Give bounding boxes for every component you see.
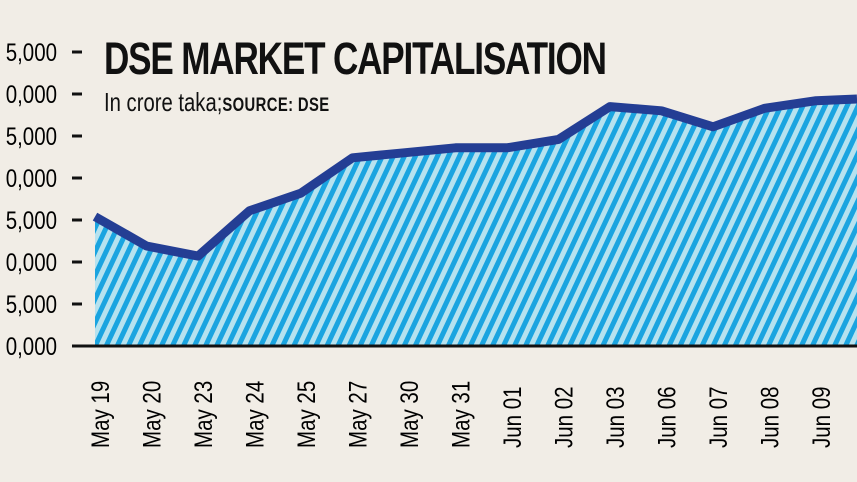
chart-subtitle: In crore taka;SOURCE: DSE	[104, 87, 330, 121]
area-fill	[95, 99, 857, 346]
x-tick-label: Jun 03	[601, 386, 629, 448]
x-tick-label: May 24	[241, 381, 269, 448]
y-tick-label: 0,000	[6, 80, 57, 108]
x-tick-label: May 25	[292, 381, 320, 448]
x-tick-label: May 23	[189, 381, 217, 448]
x-tick-label: Jun 08	[756, 386, 784, 448]
x-tick-label: Jun 09	[807, 386, 835, 448]
x-tick-label: May 20	[138, 381, 166, 448]
y-tick-label: 5,000	[6, 290, 57, 318]
y-tick-label: 5,000	[6, 122, 57, 150]
chart-title: DSE MARKET CAPITALISATION	[104, 33, 607, 84]
y-tick-label: 0,000	[6, 248, 57, 276]
x-tick-label: Jun 01	[498, 386, 526, 448]
x-axis: May 19 May 20 May 23 May 24 May 25 May 27 May …	[86, 381, 835, 448]
y-tick-label: 5,000	[6, 206, 57, 234]
data-line	[92, 94, 857, 261]
x-tick-label: May 30	[395, 381, 423, 448]
y-axis: 5,000 0,000 5,000 0,000 5,000 0,000 5,000 0,000	[6, 38, 82, 360]
x-tick-label: May 19	[86, 381, 114, 448]
x-tick-label: May 31	[447, 381, 475, 448]
source-note: SOURCE: DSE	[222, 95, 330, 116]
y-tick-label: 0,000	[6, 164, 57, 192]
x-tick-label: May 27	[344, 381, 372, 448]
x-tick-label: Jun 06	[653, 386, 681, 448]
x-tick-label: Jun 07	[704, 386, 732, 448]
y-tick-label: 5,000	[6, 38, 57, 66]
x-tick-label: Jun 02	[550, 386, 578, 448]
units-note: In crore taka;	[104, 87, 223, 117]
y-tick-label: 0,000	[6, 332, 57, 360]
